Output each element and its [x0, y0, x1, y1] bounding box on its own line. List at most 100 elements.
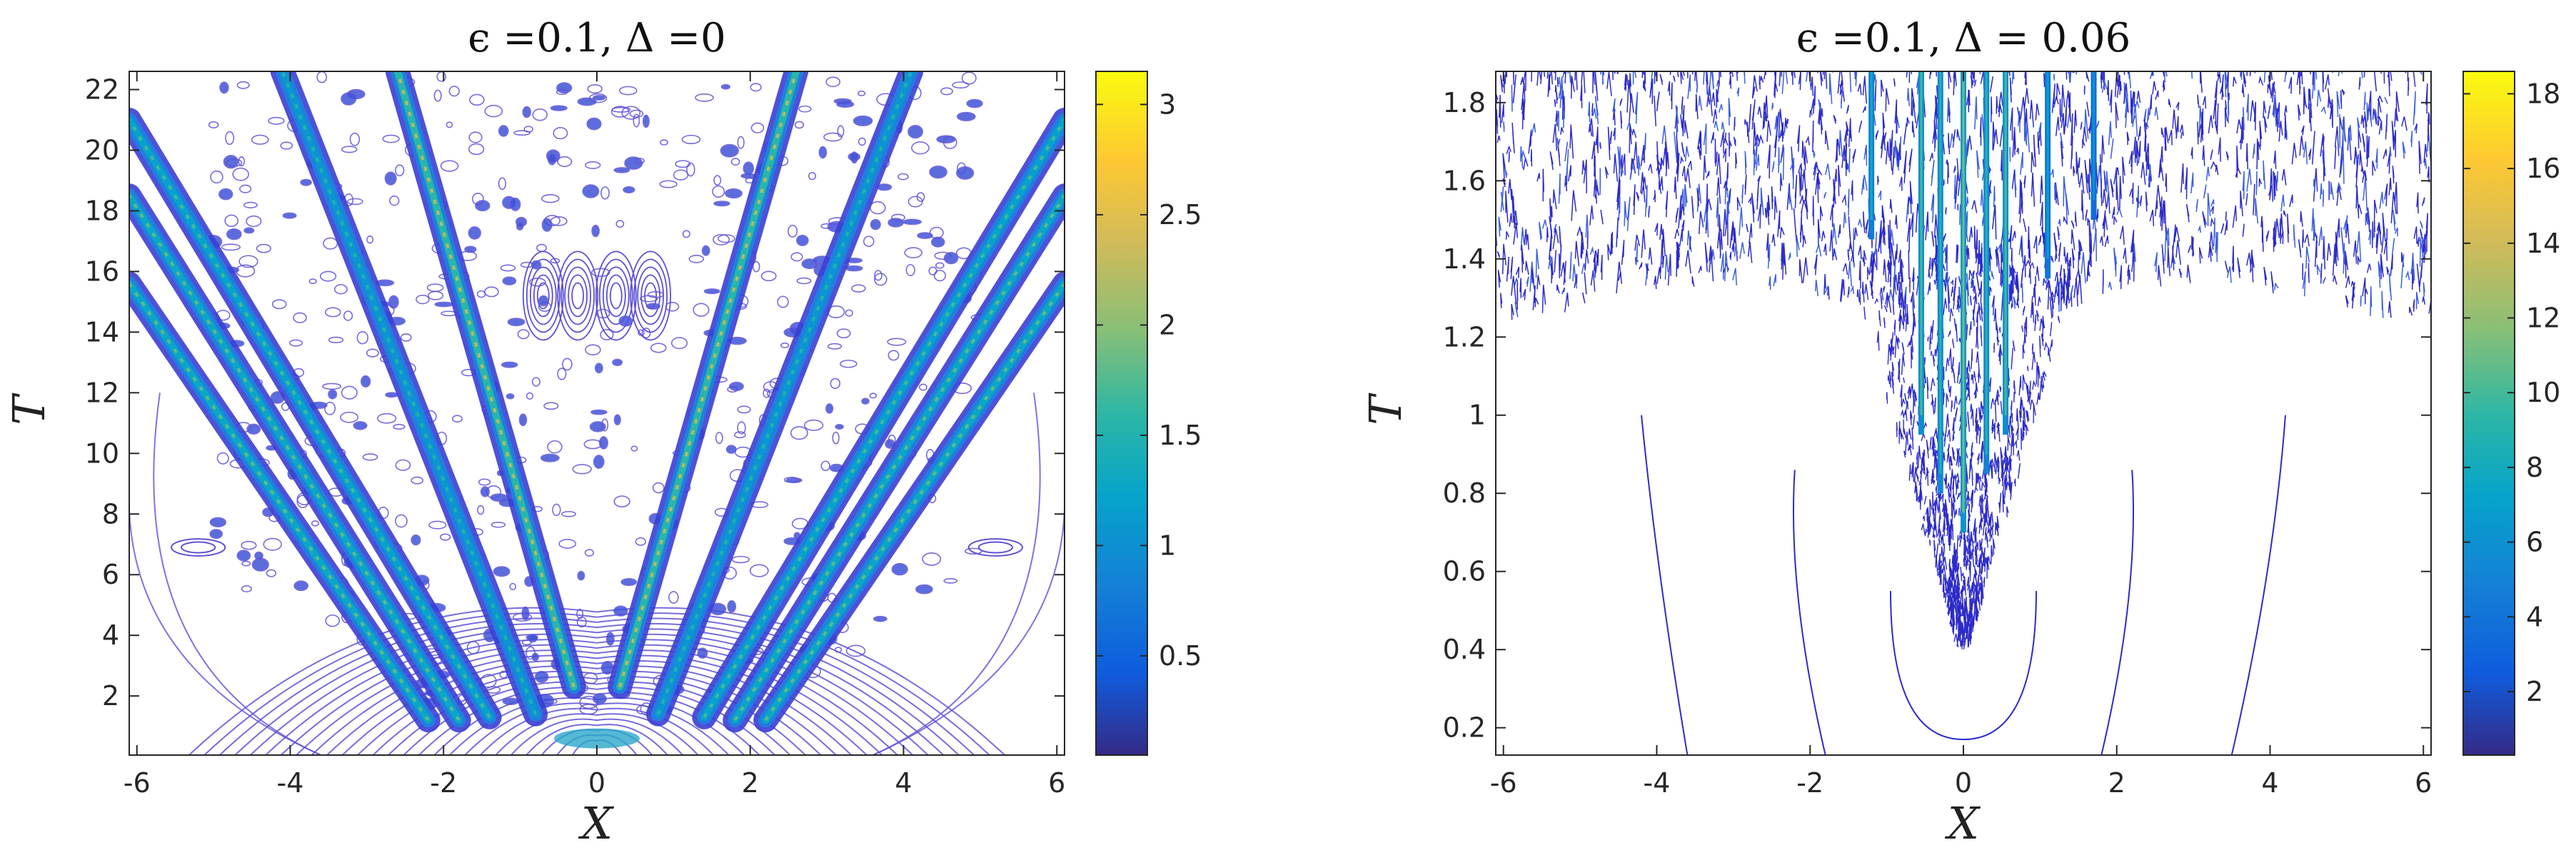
- turbulent-contour: [1991, 96, 1993, 123]
- turbulent-contour: [2378, 98, 2382, 118]
- funnel-contour: [1945, 358, 1950, 372]
- turbulent-contour: [1897, 143, 1901, 167]
- funnel-contour: [2007, 437, 2011, 451]
- turbulent-contour: [2104, 236, 2109, 248]
- turbulent-contour: [1582, 292, 1586, 304]
- turbulent-contour: [1708, 198, 1712, 211]
- center-pattern-contour: [529, 266, 557, 325]
- turbulent-contour: [1604, 166, 1609, 178]
- left-colorbar: [1095, 71, 1148, 756]
- side-loop-contour: [181, 541, 216, 554]
- turbulent-contour: [1783, 118, 1788, 133]
- funnel-contour: [2031, 351, 2036, 370]
- turbulent-contour: [1862, 106, 1866, 113]
- funnel-contour: [2008, 267, 2013, 278]
- lattice-contour: [251, 134, 269, 145]
- lattice-contour: [600, 329, 614, 340]
- funnel-contour: [1889, 256, 1893, 271]
- turbulent-contour: [1973, 79, 1977, 87]
- turbulent-contour: [2242, 223, 2245, 237]
- turbulent-contour: [2343, 119, 2347, 152]
- turbulent-contour: [1591, 103, 1594, 116]
- turbulent-contour: [1929, 153, 1933, 162]
- funnel-contour: [1978, 407, 1981, 420]
- colorbar-tick-label: 2.5: [1159, 199, 1202, 231]
- turbulent-contour: [2360, 295, 2362, 307]
- turbulent-contour: [2134, 98, 2140, 111]
- x-tick-label: -2: [430, 767, 457, 799]
- funnel-contour: [2003, 475, 2006, 492]
- turbulent-contour: [1946, 97, 1951, 122]
- turbulent-contour: [1612, 71, 1616, 80]
- lattice-contour: [579, 704, 598, 715]
- lattice-contour: [942, 136, 957, 149]
- turbulent-contour: [2216, 103, 2219, 133]
- lattice-contour: [238, 255, 258, 268]
- turbulent-contour: [2298, 239, 2302, 258]
- turbulent-contour: [1547, 74, 1551, 97]
- funnel-contour: [1956, 301, 1959, 310]
- turbulent-contour: [1557, 138, 1561, 148]
- turbulent-contour: [2084, 109, 2089, 139]
- lattice-contour: [763, 388, 770, 398]
- turbulent-contour: [2208, 242, 2213, 262]
- turbulent-contour: [2068, 71, 2072, 83]
- turbulent-contour: [1841, 145, 1846, 168]
- turbulent-contour: [2148, 165, 2151, 181]
- turbulent-contour: [1594, 96, 1599, 124]
- turbulent-contour: [2336, 91, 2340, 117]
- lattice-contour: [897, 173, 909, 181]
- lattice-contour: [783, 477, 800, 483]
- lattice-contour: [366, 235, 374, 244]
- funnel-contour: [2039, 380, 2043, 400]
- funnel-contour: [1933, 397, 1936, 413]
- lattice-contour: [845, 309, 853, 317]
- turbulent-contour: [1949, 133, 1955, 148]
- turbulent-contour: [2012, 131, 2016, 158]
- turbulent-contour: [1781, 242, 1787, 275]
- funnel-contour: [1936, 430, 1938, 443]
- turbulent-contour: [1581, 160, 1585, 175]
- turbulent-contour: [1764, 208, 1768, 218]
- funnel-contour: [1976, 351, 1980, 370]
- turbulent-contour: [2009, 77, 2012, 103]
- lattice-contour: [361, 375, 371, 388]
- turbulent-contour: [1501, 243, 1507, 275]
- turbulent-contour: [1659, 162, 1663, 174]
- turbulent-contour: [1709, 71, 1715, 96]
- funnel-contour: [1946, 393, 1949, 408]
- lattice-contour: [681, 134, 701, 144]
- funnel-contour: [2013, 478, 2016, 487]
- turbulent-contour: [2108, 281, 2113, 290]
- lattice-contour: [641, 328, 651, 339]
- turbulent-contour: [2123, 248, 2127, 264]
- turbulent-contour: [2385, 113, 2388, 140]
- funnel-contour: [1956, 324, 1958, 343]
- lattice-contour: [308, 278, 317, 284]
- funnel-contour: [1969, 531, 1973, 549]
- right-x-ticks: -6 -4 -2 0 2 4 6: [1490, 71, 2432, 799]
- turbulent-contour: [1681, 105, 1685, 136]
- x-tick-label: 6: [1048, 767, 1065, 799]
- ray-peaks: [281, 71, 537, 715]
- center-pattern-contour: [525, 258, 560, 333]
- turbulent-contour: [2199, 71, 2203, 93]
- turbulent-contour: [2232, 205, 2238, 228]
- turbulent-contour: [1674, 176, 1677, 199]
- turbulent-contour: [2408, 77, 2410, 96]
- funnel-contour: [1911, 313, 1916, 336]
- turbulent-contour: [1929, 71, 1932, 79]
- funnel-contour: [1966, 576, 1970, 587]
- funnel-contour: [2019, 397, 2022, 418]
- funnel-contour: [2013, 380, 2016, 395]
- turbulent-contour: [2178, 268, 2183, 278]
- lattice-contour: [440, 160, 459, 172]
- turbulent-contour: [1889, 138, 1893, 171]
- funnel-contour: [1946, 271, 1948, 283]
- turbulent-contour: [1714, 138, 1716, 163]
- turbulent-contour: [1648, 163, 1653, 174]
- turbulent-contour: [2243, 106, 2245, 140]
- lattice-contour: [750, 83, 762, 92]
- turbulent-contour: [2053, 74, 2055, 81]
- turbulent-contour: [1634, 234, 1641, 251]
